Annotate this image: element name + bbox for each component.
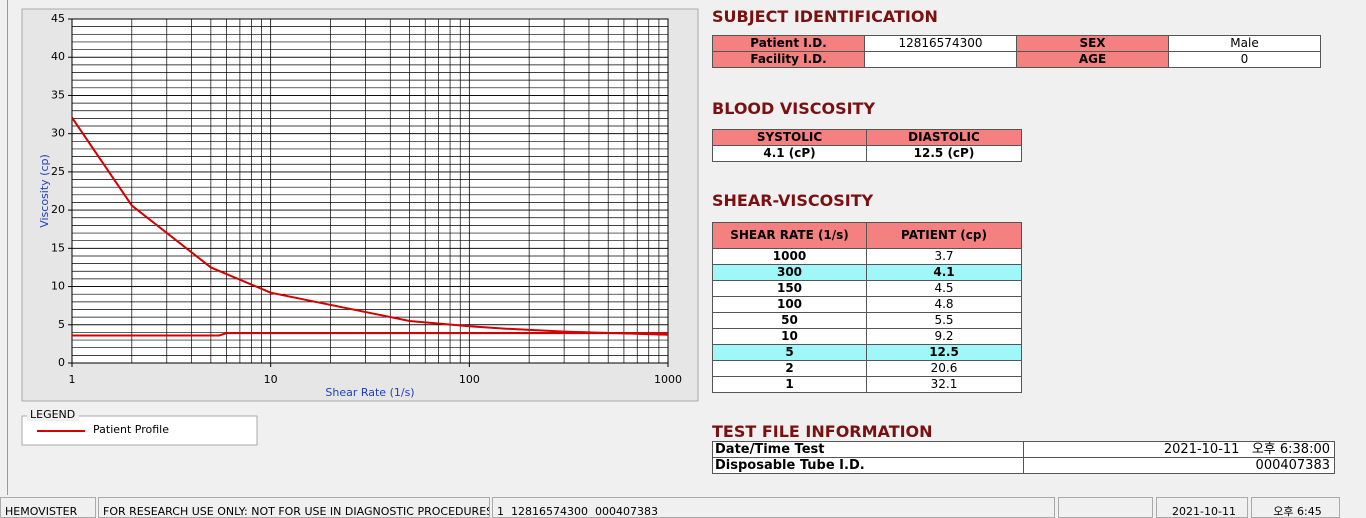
y-tick-label: 15: [51, 241, 65, 254]
blood-table: SYSTOLIC DIASTOLIC 4.1 (cP) 12.5 (cP): [712, 129, 1022, 162]
value: Male: [1168, 35, 1321, 52]
cell: 4.1: [866, 264, 1022, 281]
y-tick-label: 0: [58, 356, 65, 369]
plot-area: [72, 19, 668, 363]
cell: 300: [712, 264, 867, 281]
y-tick-label: 10: [51, 280, 65, 293]
status-cell: FOR RESEARCH USE ONLY: NOT FOR USE IN DI…: [98, 497, 490, 518]
y-tick-label: 45: [51, 12, 65, 25]
label: SEX: [1016, 35, 1169, 52]
subject-table: Patient I.D. 12816574300 SEX Male Facility …: [712, 35, 1321, 68]
legend-label: Patient Profile: [93, 423, 169, 436]
y-tick-label: 40: [51, 50, 65, 63]
x-tick-label: 1: [69, 373, 76, 386]
cell: 9.2: [866, 328, 1022, 345]
cell: 4.5: [866, 280, 1022, 297]
header: SHEAR RATE (1/s): [712, 222, 867, 249]
label: Patient I.D.: [712, 35, 865, 52]
y-tick-label: 5: [58, 318, 65, 331]
header: SYSTOLIC: [712, 129, 867, 146]
value: 2021-10-11 오후 6:38:00: [1023, 441, 1335, 458]
y-tick-label: 30: [51, 127, 65, 140]
cell: 5.5: [866, 312, 1022, 329]
label: AGE: [1016, 51, 1169, 68]
y-axis-title: Viscosity (cp): [38, 154, 51, 228]
cell: 100: [712, 296, 867, 313]
value: 12816574300: [864, 35, 1017, 52]
plot-border: [71, 18, 669, 364]
label: Date/Time Test: [712, 441, 1024, 458]
legend-title: LEGEND: [30, 408, 75, 421]
label: Disposable Tube I.D.: [712, 457, 1024, 474]
cell: 3.7: [866, 248, 1022, 265]
section-title: SUBJECT IDENTIFICATION: [712, 7, 938, 26]
header: PATIENT (cp): [866, 222, 1022, 249]
value: [864, 51, 1017, 68]
cell: 2: [712, 360, 867, 377]
value: 000407383: [1023, 457, 1335, 474]
cell: 1: [712, 376, 867, 393]
section-title: TEST FILE INFORMATION: [712, 422, 933, 441]
chart: 0 5 10 15 20 25 30 35 40 45 1 10 100 1000 Shear Rate …: [21, 8, 699, 446]
cell: 150: [712, 280, 867, 297]
frame: [7, 0, 8, 495]
data-line: [72, 332, 668, 337]
label: Facility I.D.: [712, 51, 865, 68]
cell: 10: [712, 328, 867, 345]
cell: 20.6: [866, 360, 1022, 377]
value: 12.5 (cP): [866, 145, 1022, 162]
x-tick-label: 100: [459, 373, 480, 386]
shear-table: SHEAR RATE (1/s) PATIENT (cp) 1000 3.7 300…: [712, 222, 1022, 393]
y-tick-label: 25: [51, 165, 65, 178]
cell: 5: [712, 344, 867, 361]
data-line: [71, 117, 669, 336]
x-tick-label: 1000: [654, 373, 682, 386]
section-title: BLOOD VISCOSITY: [712, 99, 876, 118]
status-cell: 2021-10-11: [1156, 497, 1248, 518]
status-cell: 오후 6:45: [1251, 497, 1340, 518]
status-cell: 1 12816574300 000407383: [492, 497, 1055, 518]
cell: 50: [712, 312, 867, 329]
value: 4.1 (cP): [712, 145, 867, 162]
legend-title-bg: [27, 409, 79, 421]
value: 0: [1168, 51, 1321, 68]
status-cell: HEMOVISTER: [0, 497, 96, 518]
status-cell: [1058, 497, 1153, 518]
header: DIASTOLIC: [866, 129, 1022, 146]
section-title: SHEAR-VISCOSITY: [712, 191, 874, 210]
y-tick-label: 35: [51, 88, 65, 101]
x-axis-title: Shear Rate (1/s): [325, 386, 414, 399]
x-tick-label: 10: [264, 373, 278, 386]
cell: 1000: [712, 248, 867, 265]
y-tick-label: 20: [51, 203, 65, 216]
cell: 32.1: [866, 376, 1022, 393]
cell: 12.5: [866, 344, 1022, 361]
cell: 4.8: [866, 296, 1022, 313]
test-file-table: Date/Time Test 2021-10-11 오후 6:38:00 Disp…: [712, 441, 1335, 474]
